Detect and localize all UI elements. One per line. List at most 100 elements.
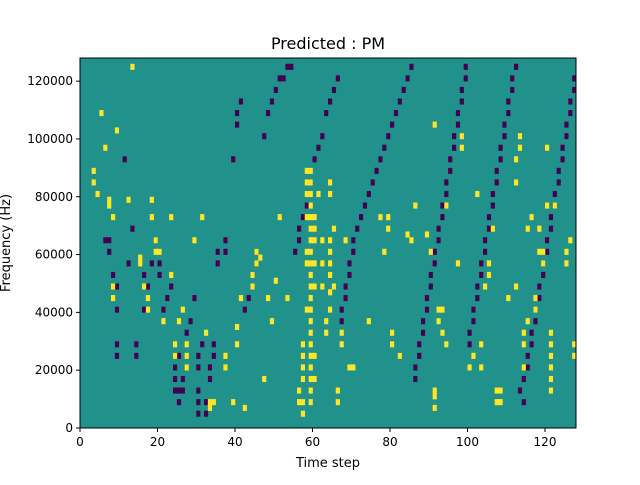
y-tick-label: 100000 (27, 132, 73, 146)
heatmap-cell-low (521, 375, 526, 383)
heatmap-cell-high (285, 295, 290, 302)
heatmap-cell-low (564, 133, 569, 140)
heatmap-cell-high (343, 237, 348, 244)
heatmap-cell-low (173, 387, 178, 394)
heatmap-cell-high (304, 306, 309, 313)
heatmap-cell-low (455, 121, 461, 128)
heatmap-cell-low (347, 271, 352, 278)
heatmap-cell-low (452, 144, 457, 151)
heatmap-cell-high (308, 167, 313, 174)
heatmap-cell-high (324, 329, 329, 336)
heatmap-cell-low (564, 121, 569, 128)
heatmap-cell-low (324, 110, 329, 117)
heatmap-cell-high (397, 352, 402, 359)
y-tick-label: 120000 (27, 74, 73, 88)
heatmap-cell-high (126, 196, 131, 203)
x-tick-label: 20 (150, 435, 165, 449)
heatmap-cell-low (362, 202, 368, 209)
heatmap-cell-high (145, 306, 151, 313)
heatmap-cell-high (184, 364, 189, 371)
heatmap-cell-high (467, 364, 472, 371)
heatmap-cell-low (339, 306, 344, 313)
heatmap-cell-low (242, 306, 247, 313)
heatmap-cell-high (514, 179, 519, 186)
heatmap-cell-high (297, 387, 302, 394)
heatmap-cell-high (328, 190, 333, 198)
heatmap-cell-low (196, 352, 201, 359)
chart-title: Predicted : PM (271, 34, 385, 53)
heatmap-cell-high (300, 364, 306, 371)
heatmap-cell-high (300, 375, 306, 383)
heatmap-cell-low (312, 156, 317, 163)
heatmap-cell-high (320, 283, 325, 290)
heatmap-cell-low (444, 190, 449, 198)
heatmap-cell-high (308, 225, 313, 232)
heatmap-cell-high (537, 248, 542, 255)
heatmap-cell-high (537, 225, 542, 232)
heatmap-cell-low (196, 399, 201, 406)
heatmap-cell-high (308, 341, 313, 348)
heatmap-cell-low (572, 75, 577, 82)
heatmap-cell-high (386, 225, 391, 232)
heatmap-cell-high (153, 237, 158, 244)
heatmap-cell-low (192, 295, 197, 302)
heatmap-cell-high (184, 341, 189, 348)
heatmap-cell-high (99, 110, 104, 117)
heatmap-cell-low (107, 237, 112, 244)
heatmap-cell-high (514, 156, 519, 163)
heatmap-cell-low (173, 364, 178, 371)
heatmap-cell-high (95, 190, 100, 198)
heatmap-cell-low (366, 190, 371, 198)
x-tick-label: 120 (534, 435, 557, 449)
x-tick-label: 40 (227, 435, 242, 449)
heatmap-cell-high (541, 260, 546, 267)
heatmap-cell-low (444, 179, 449, 186)
heatmap-cell-low (142, 306, 147, 313)
heatmap-cell-high (545, 144, 550, 151)
heatmap-cell-high (525, 225, 530, 232)
heatmap-cell-high (320, 237, 325, 244)
heatmap-cell-low (413, 375, 418, 383)
heatmap-cell-low (459, 98, 464, 105)
heatmap-cell-low (498, 144, 503, 151)
heatmap-cell-low (409, 63, 414, 70)
heatmap-cell-high (235, 341, 240, 348)
heatmap-cell-low (479, 271, 484, 278)
heatmap-cell-low (285, 63, 290, 70)
heatmap-cell-low (339, 318, 344, 325)
heatmap-cell-high (231, 399, 236, 406)
heatmap-cell-low (130, 225, 135, 232)
heatmap-cell-high (521, 341, 526, 348)
heatmap-cell-low (343, 295, 348, 302)
heatmap-cell-high (300, 352, 306, 359)
heatmap-cell-low (297, 237, 302, 244)
heatmap-cell-low (176, 399, 182, 406)
heatmap-cell-low (483, 248, 488, 255)
heatmap-cell-low (432, 260, 437, 267)
heatmap-cell-low (211, 352, 216, 359)
heatmap-cell-high (300, 341, 306, 348)
heatmap-cell-high (138, 260, 143, 267)
heatmap-cell-low (207, 364, 213, 371)
heatmap-cell-high (308, 179, 313, 186)
y-tick-label: 20000 (35, 363, 73, 377)
x-tick-label: 0 (76, 435, 84, 449)
heatmap-cell-high (200, 214, 205, 221)
heatmap-cell-low (510, 75, 515, 82)
heatmap-cell-low (463, 63, 468, 70)
heatmap-cell-low (114, 341, 120, 348)
heatmap-cell-low (320, 133, 325, 140)
heatmap-cell-high (548, 387, 554, 394)
heatmap-cell-low (541, 271, 546, 278)
heatmap-cell-low (517, 387, 523, 394)
heatmap-cell-low (521, 399, 526, 406)
heatmap-cell-low (266, 110, 271, 117)
heatmap-cell-low (293, 248, 298, 255)
y-tick-label: 80000 (35, 190, 73, 204)
heatmap-cell-high (223, 352, 228, 359)
heatmap-cell-low (386, 133, 391, 140)
heatmap-cell-high (366, 318, 371, 325)
heatmap-cell-low (490, 202, 495, 209)
heatmap-cell-high (514, 283, 519, 290)
heatmap-cell-low (331, 86, 337, 93)
